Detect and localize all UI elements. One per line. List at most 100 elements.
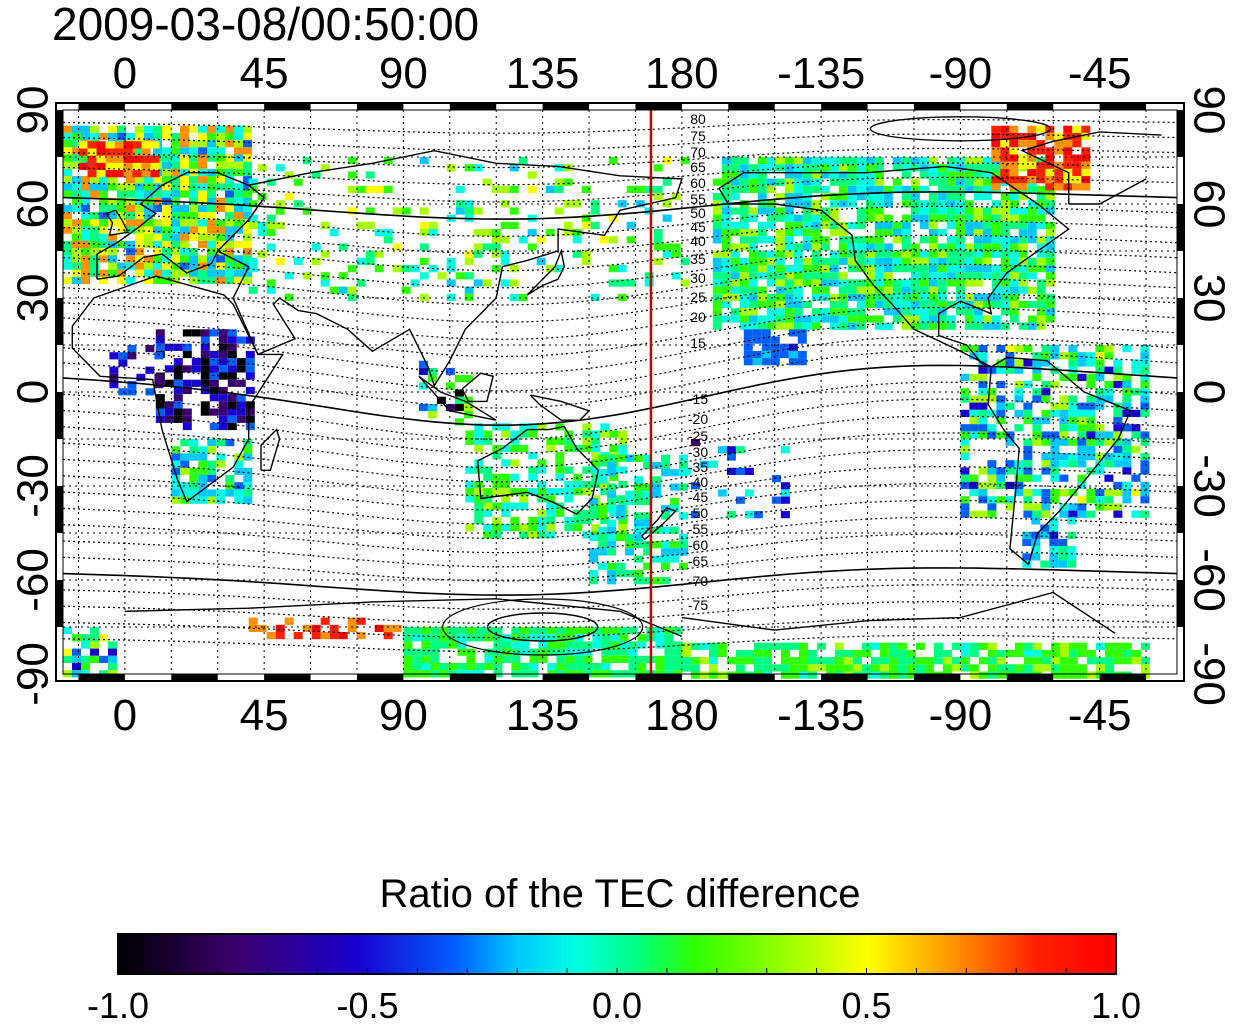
tec-cell	[788, 350, 798, 359]
tec-cell	[753, 642, 763, 650]
tec-cell	[655, 655, 665, 663]
tec-cell	[266, 243, 276, 251]
tec-cell	[883, 221, 893, 229]
tec-cell	[117, 190, 126, 198]
tec-cell	[982, 214, 992, 222]
tec-cell	[960, 438, 970, 446]
tec-cell	[153, 240, 162, 249]
tec-cell	[243, 269, 252, 277]
tec-cell	[834, 664, 844, 672]
tec-cell	[1095, 460, 1105, 468]
tec-cell	[730, 315, 740, 323]
tec-cell	[987, 409, 997, 417]
tec-cell	[555, 452, 565, 460]
tec-cell	[554, 265, 564, 273]
tec-cell	[501, 480, 511, 489]
tec-cell	[105, 141, 115, 149]
tec-cell	[1063, 147, 1073, 155]
tec-cell	[527, 171, 537, 179]
tec-cell	[144, 190, 153, 198]
tec-cell	[1054, 161, 1064, 169]
tec-cell	[973, 265, 983, 273]
tec-cell	[519, 430, 529, 438]
mlat-label-south: -45	[688, 489, 708, 505]
tec-cell	[1040, 524, 1050, 532]
tec-cell	[257, 229, 267, 237]
tec-cell	[811, 185, 821, 193]
tec-cell	[969, 489, 979, 497]
tec-cell	[874, 207, 884, 215]
tec-cell	[919, 171, 929, 179]
tec-cell	[126, 262, 135, 270]
tec-cell	[982, 243, 992, 251]
tec-cell	[216, 276, 225, 285]
tec-cell	[820, 185, 830, 193]
tec-cell	[766, 315, 776, 323]
tec-cell	[320, 250, 330, 258]
tec-cell	[643, 548, 653, 556]
tec-cell	[1032, 352, 1042, 360]
tec-cell	[1018, 207, 1028, 215]
tec-cell	[554, 178, 564, 186]
tec-cell	[991, 229, 1001, 237]
tec-cell	[225, 276, 234, 285]
tec-cell	[1095, 388, 1105, 396]
tec-cell	[1027, 315, 1037, 323]
tec-cell	[757, 171, 767, 179]
tec-cell	[843, 657, 853, 665]
tec-cell	[1104, 352, 1114, 360]
tec-cell	[793, 214, 803, 222]
tec-cell	[780, 657, 790, 665]
tec-cell	[1077, 460, 1087, 468]
tec-cell	[757, 236, 767, 244]
tec-cell	[144, 226, 153, 234]
tec-cell	[991, 301, 1001, 309]
tec-cell	[652, 476, 662, 484]
tec-cell	[802, 236, 812, 244]
tec-cell	[1000, 322, 1010, 330]
tec-cell	[564, 437, 574, 445]
tec-cell	[483, 524, 493, 532]
tec-cell	[906, 657, 916, 665]
tec-cell	[109, 381, 119, 389]
tec-cell	[1032, 474, 1042, 482]
tec-cell	[99, 219, 108, 227]
tec-cell	[712, 207, 722, 215]
tec-cell	[171, 460, 181, 468]
tec-cell	[748, 286, 758, 294]
tec-cell	[653, 257, 663, 265]
tec-cell	[607, 548, 617, 556]
tec-cell	[775, 178, 785, 186]
tec-cell	[820, 221, 830, 229]
tec-cell	[1050, 431, 1060, 439]
tec-cell	[739, 178, 749, 186]
tec-cell	[982, 322, 992, 330]
tec-cell	[1009, 301, 1019, 309]
tec-cell	[1067, 546, 1077, 554]
tec-cell	[483, 495, 493, 503]
tec-cell	[820, 308, 830, 316]
frame-bar-top	[264, 103, 311, 110]
tec-cell	[81, 262, 90, 270]
tec-cell	[973, 157, 983, 165]
tec-cell	[1122, 496, 1132, 504]
tec-cell	[171, 226, 180, 234]
tec-cell	[207, 212, 216, 220]
tec-cell	[200, 329, 210, 337]
tec-cell	[225, 439, 235, 447]
tec-cell	[1014, 409, 1024, 417]
tec-cell	[717, 649, 727, 658]
tec-cell	[257, 250, 267, 258]
tec-cell	[180, 439, 190, 447]
tec-cell	[838, 286, 848, 294]
mlat-contour	[62, 584, 1178, 610]
tec-cell	[1050, 345, 1060, 353]
tec-cell	[653, 236, 663, 244]
tec-cell	[883, 265, 893, 273]
tec-cell	[1077, 445, 1087, 453]
tec-cell	[1140, 373, 1150, 381]
tec-cell	[960, 395, 970, 403]
mlat-contour	[62, 292, 1178, 340]
tec-cell	[793, 265, 803, 273]
